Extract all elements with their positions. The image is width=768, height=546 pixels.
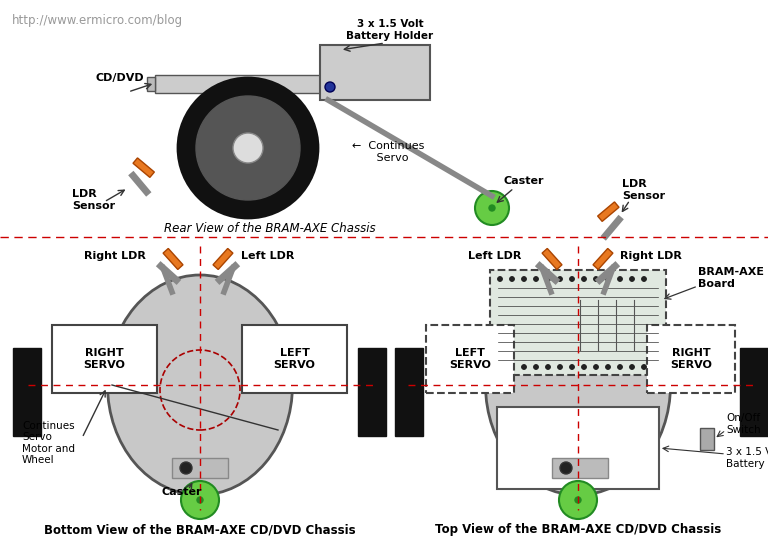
Text: ←  Continues
       Servo: ← Continues Servo xyxy=(352,141,425,163)
Circle shape xyxy=(545,276,551,282)
Text: Left LDR: Left LDR xyxy=(468,251,521,261)
Text: RIGHT
SERVO: RIGHT SERVO xyxy=(670,348,712,370)
Circle shape xyxy=(630,276,634,282)
Circle shape xyxy=(181,481,219,519)
Text: LDR
Sensor: LDR Sensor xyxy=(622,179,665,201)
Circle shape xyxy=(475,191,509,225)
Text: CD/DVD: CD/DVD xyxy=(96,73,144,83)
Circle shape xyxy=(498,365,502,370)
Circle shape xyxy=(560,462,572,474)
Text: Left LDR: Left LDR xyxy=(241,251,295,261)
Text: Rear View of the BRAM-AXE Chassis: Rear View of the BRAM-AXE Chassis xyxy=(164,222,376,234)
Bar xyxy=(740,348,768,436)
Text: Bottom View of the BRAM-AXE CD/DVD Chassis: Bottom View of the BRAM-AXE CD/DVD Chass… xyxy=(45,524,356,537)
Text: Continues
Servo
Motor and
Wheel: Continues Servo Motor and Wheel xyxy=(22,420,75,465)
Text: On/Off
Switch: On/Off Switch xyxy=(726,413,760,435)
Circle shape xyxy=(581,365,587,370)
Circle shape xyxy=(630,365,634,370)
Bar xyxy=(497,407,659,489)
Circle shape xyxy=(489,205,495,211)
Circle shape xyxy=(558,276,562,282)
Circle shape xyxy=(605,365,611,370)
Circle shape xyxy=(581,276,587,282)
Ellipse shape xyxy=(485,275,670,495)
Circle shape xyxy=(575,497,581,503)
Circle shape xyxy=(197,497,203,503)
Bar xyxy=(52,325,157,393)
Circle shape xyxy=(641,365,647,370)
Circle shape xyxy=(196,96,300,200)
Bar xyxy=(172,458,228,478)
Circle shape xyxy=(545,365,551,370)
Circle shape xyxy=(605,276,611,282)
Polygon shape xyxy=(598,202,619,222)
Bar xyxy=(490,270,666,375)
Polygon shape xyxy=(133,158,154,177)
Circle shape xyxy=(178,78,318,218)
Polygon shape xyxy=(213,248,233,270)
Bar xyxy=(426,325,514,393)
Text: Top View of the BRAM-AXE CD/DVD Chassis: Top View of the BRAM-AXE CD/DVD Chassis xyxy=(435,524,721,537)
Text: Right LDR: Right LDR xyxy=(620,251,682,261)
Circle shape xyxy=(233,133,263,163)
Text: LDR
Sensor: LDR Sensor xyxy=(72,189,115,211)
Text: Caster: Caster xyxy=(162,487,203,497)
Circle shape xyxy=(617,276,623,282)
Text: 3 x 1.5 Volt
Battery Holder: 3 x 1.5 Volt Battery Holder xyxy=(726,447,768,469)
Text: RIGHT
SERVO: RIGHT SERVO xyxy=(84,348,125,370)
Circle shape xyxy=(570,276,574,282)
Circle shape xyxy=(521,276,527,282)
Circle shape xyxy=(521,365,527,370)
Circle shape xyxy=(534,365,538,370)
Bar xyxy=(242,325,347,393)
Polygon shape xyxy=(542,248,562,270)
Polygon shape xyxy=(163,248,183,270)
Text: LEFT
SERVO: LEFT SERVO xyxy=(273,348,316,370)
Bar xyxy=(320,45,430,100)
Circle shape xyxy=(509,276,515,282)
Circle shape xyxy=(570,365,574,370)
Bar xyxy=(155,75,350,93)
Circle shape xyxy=(594,365,598,370)
Text: Caster: Caster xyxy=(504,176,545,186)
Circle shape xyxy=(641,276,647,282)
Text: 3 x 1.5 Volt
Battery Holder: 3 x 1.5 Volt Battery Holder xyxy=(346,20,434,41)
Circle shape xyxy=(534,276,538,282)
Ellipse shape xyxy=(108,275,293,495)
Bar xyxy=(350,77,358,91)
Bar xyxy=(358,348,386,436)
Circle shape xyxy=(498,276,502,282)
Circle shape xyxy=(180,462,192,474)
Bar xyxy=(13,348,41,436)
Bar xyxy=(147,77,155,91)
Bar xyxy=(700,428,714,450)
Text: http://www.ermicro.com/blog: http://www.ermicro.com/blog xyxy=(12,14,183,27)
Circle shape xyxy=(509,365,515,370)
Bar xyxy=(647,325,735,393)
Bar xyxy=(552,458,608,478)
Text: BRAM-AXE
Board: BRAM-AXE Board xyxy=(698,267,764,289)
Circle shape xyxy=(558,365,562,370)
Bar xyxy=(395,348,423,436)
Text: Right LDR: Right LDR xyxy=(84,251,146,261)
Polygon shape xyxy=(593,248,613,270)
Text: LEFT
SERVO: LEFT SERVO xyxy=(449,348,491,370)
Circle shape xyxy=(325,82,335,92)
Circle shape xyxy=(617,365,623,370)
Circle shape xyxy=(559,481,597,519)
Circle shape xyxy=(594,276,598,282)
